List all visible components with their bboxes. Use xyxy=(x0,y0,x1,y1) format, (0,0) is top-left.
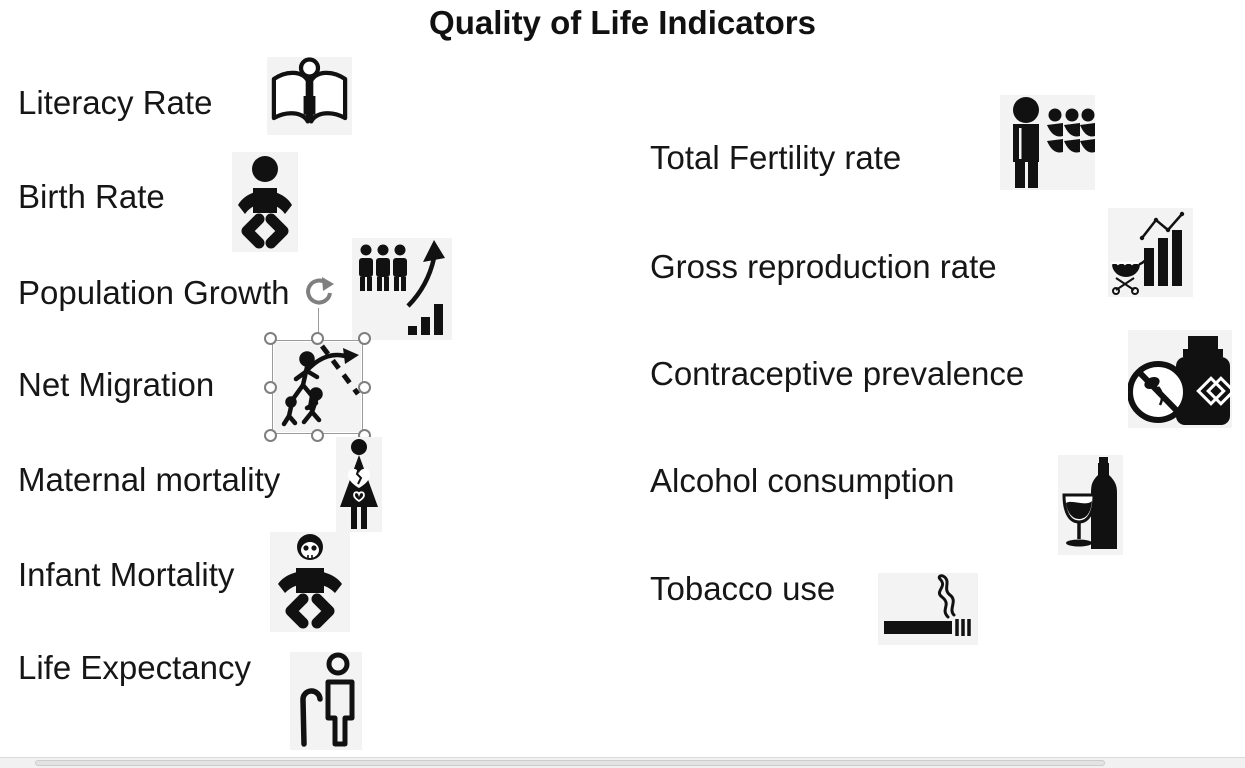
literacy-icon[interactable] xyxy=(267,57,352,135)
infant-mortality-icon[interactable] xyxy=(270,532,350,632)
selection-border xyxy=(272,340,363,434)
rotate-handle-icon[interactable] xyxy=(301,275,335,309)
horizontal-scrollbar-thumb[interactable] xyxy=(35,760,1105,766)
population-growth-icon[interactable] xyxy=(352,238,452,340)
selection-handle-bottom-left[interactable] xyxy=(264,429,277,442)
selection-box xyxy=(264,277,371,442)
contraceptive-icon[interactable] xyxy=(1128,330,1232,428)
label-maternal-mortality: Maternal mortality xyxy=(18,461,281,498)
label-net-migration: Net Migration xyxy=(18,366,215,403)
label-infant-mortality: Infant Mortality xyxy=(18,556,235,593)
selection-handle-mid-right[interactable] xyxy=(358,380,371,394)
selection-handle-top-center[interactable] xyxy=(311,332,324,345)
label-population-growth: Population Growth xyxy=(18,274,290,311)
gross-reproduction-icon[interactable] xyxy=(1108,208,1193,297)
life-expectancy-icon[interactable] xyxy=(290,652,362,750)
tobacco-icon[interactable] xyxy=(878,573,978,645)
label-tobacco-use: Tobacco use xyxy=(650,570,836,607)
label-gross-reproduction-rate: Gross reproduction rate xyxy=(650,248,997,285)
rotate-handle-stem xyxy=(317,308,319,340)
selection-handle-mid-left[interactable] xyxy=(264,380,277,394)
label-life-expectancy: Life Expectancy xyxy=(18,649,251,686)
net-migration-icon[interactable] xyxy=(274,342,361,432)
maternal-mortality-icon[interactable] xyxy=(336,437,382,532)
selection-handle-bottom-center[interactable] xyxy=(311,429,324,442)
label-contraceptive-prevalence: Contraceptive prevalence xyxy=(650,355,1025,392)
birth-rate-icon[interactable] xyxy=(232,152,298,252)
label-alcohol-consumption: Alcohol consumption xyxy=(650,462,955,499)
label-birth-rate: Birth Rate xyxy=(18,178,165,215)
alcohol-icon[interactable] xyxy=(1058,455,1123,555)
horizontal-scrollbar[interactable] xyxy=(0,757,1245,768)
selection-handle-top-right[interactable] xyxy=(358,332,371,345)
page-title: Quality of Life Indicators xyxy=(429,4,816,41)
total-fertility-icon[interactable] xyxy=(1000,95,1095,190)
label-literacy-rate: Literacy Rate xyxy=(18,84,213,121)
selection-handle-top-left[interactable] xyxy=(264,332,277,345)
label-total-fertility-rate: Total Fertility rate xyxy=(650,139,902,176)
